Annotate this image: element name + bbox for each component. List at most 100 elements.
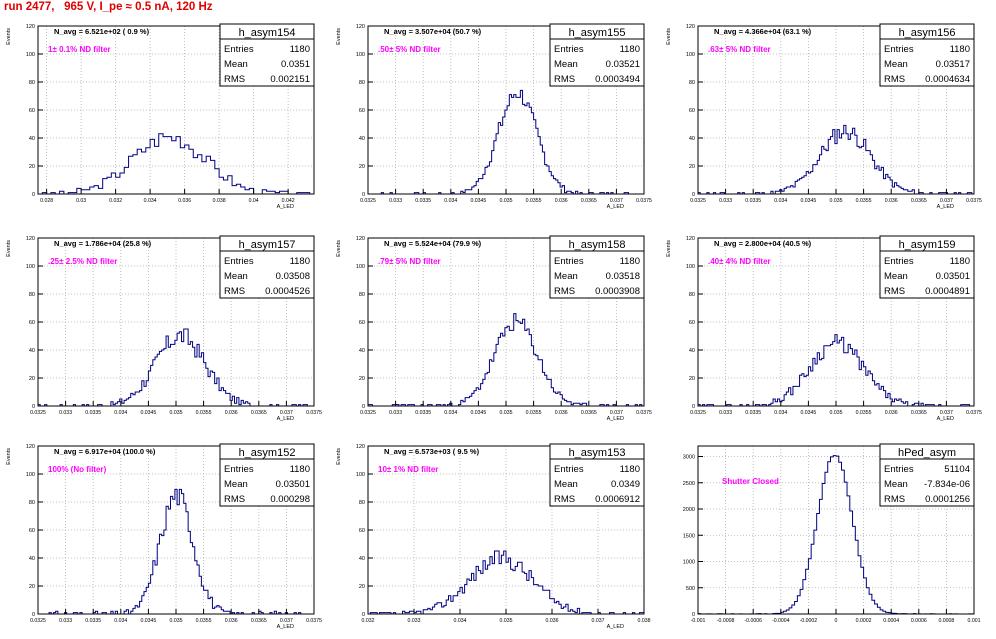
x-tick-label: 0.0325 [360, 198, 376, 204]
navg-annotation: N_avg = 6.521e+02 ( 0.9 %) [54, 27, 150, 36]
x-tick-label: 0.0375 [306, 618, 322, 624]
y-tick-label: 20 [689, 164, 695, 170]
x-tick-label: 0.034 [114, 410, 127, 416]
x-tick-label: 0.033 [719, 198, 732, 204]
x-tick-label: 0.034 [774, 410, 787, 416]
stats-value: 0.03521 [606, 59, 640, 70]
x-tick-label: 0.0345 [800, 198, 816, 204]
x-tick-label: 0.033 [389, 198, 402, 204]
x-tick-label: 0.0355 [856, 410, 872, 416]
filter-annotation: .63± 5% ND filter [708, 45, 771, 54]
y-tick-label: 0 [32, 192, 35, 198]
y-tick-label: 100 [26, 52, 35, 58]
histogram-line [697, 124, 974, 195]
stats-value: 1180 [950, 44, 970, 55]
stats-label: Entries [554, 44, 584, 55]
x-tick-label: 0.032 [362, 618, 375, 624]
x-tick-label: 0.0335 [415, 410, 431, 416]
stats-box [549, 235, 645, 299]
x-tick-label: 0.035 [500, 618, 513, 624]
stats-label: Entries [884, 44, 914, 55]
y-tick-label: 20 [29, 376, 35, 382]
y-tick-label: 40 [689, 136, 695, 142]
stats-value: 1180 [290, 44, 310, 55]
stats-value: 0.03518 [606, 271, 640, 282]
histogram-panel-h_asym153: 0.032 0.033 0.034 0.035 0.036 0.037 0.038 0 20 40… [330, 434, 651, 634]
stats-label: Mean [554, 271, 578, 282]
x-tick-label: 0.038 [213, 198, 226, 204]
stats-label: RMS [554, 494, 575, 505]
x-tick-label: -0.0008 [717, 618, 735, 624]
y-tick-label: 40 [689, 348, 695, 354]
y-tick-label: 80 [689, 80, 695, 86]
x-tick-label: 0.0375 [966, 198, 982, 204]
x-tick-label: 0.037 [280, 410, 293, 416]
histogram-name: h_asym152 [239, 447, 296, 459]
stats-label: Mean [224, 479, 248, 490]
histogram-panel-h_asym158: 0.0325 0.033 0.0335 0.034 0.0345 0.035 0.0355 0… [330, 226, 652, 426]
histogram-line [367, 313, 644, 407]
histogram-panel-h_asym159: 0.0325 0.033 0.0335 0.034 0.0345 0.035 0.0355 0… [660, 226, 982, 426]
x-tick-label: 0.0325 [690, 198, 706, 204]
x-axis-label: A_LED [277, 416, 294, 422]
y-tick-label: 20 [29, 584, 35, 590]
stats-label: RMS [884, 494, 905, 505]
y-tick-label: 3000 [683, 455, 695, 461]
histogram-name: h_asym159 [899, 239, 956, 251]
x-tick-label: 0.035 [500, 198, 513, 204]
y-tick-label: 100 [26, 264, 35, 270]
stats-label: Entries [224, 44, 254, 55]
stats-value: 0.03508 [276, 271, 310, 282]
y-tick-label: 0 [362, 404, 365, 410]
histogram-panel-hPed_asym: -0.001 -0.0008 -0.0006 -0.0004 -0.0002 0 0.000… [660, 434, 981, 634]
x-tick-label: 0.034 [774, 198, 787, 204]
x-tick-label: 0.036 [885, 410, 898, 416]
x-tick-label: 0.0355 [856, 198, 872, 204]
x-tick-label: 0.0335 [415, 198, 431, 204]
x-tick-label: 0.0355 [526, 410, 542, 416]
stats-value: 0.000298 [270, 494, 310, 505]
x-tick-label: 0.033 [59, 410, 72, 416]
x-tick-label: 0.037 [280, 618, 293, 624]
x-tick-label: 0 [835, 618, 838, 624]
histogram-name: h_asym156 [899, 27, 956, 39]
x-tick-label: 0.0325 [30, 618, 46, 624]
y-tick-label: 100 [686, 52, 695, 58]
x-tick-label: 0.0335 [85, 618, 101, 624]
x-tick-label: 0.033 [408, 618, 421, 624]
stats-box [549, 23, 645, 87]
histogram-svg: 0.028 0.03 0.032 0.034 0.036 0.038 0.04 0.042 0 2… [6, 23, 315, 210]
x-tick-label: 0.0002 [856, 618, 872, 624]
x-tick-label: 0.036 [555, 410, 568, 416]
x-tick-label: 0.036 [225, 410, 238, 416]
x-tick-label: 0.034 [444, 410, 457, 416]
histogram-panel-h_asym154: 0.028 0.03 0.032 0.034 0.036 0.038 0.04 0.042 0 2… [0, 14, 318, 214]
stats-value: 0.0004634 [925, 74, 970, 85]
y-axis-label: Events [336, 240, 342, 257]
stats-label: Mean [554, 479, 578, 490]
filter-annotation: .40± 4% ND filter [708, 257, 771, 266]
x-tick-label: 0.036 [555, 198, 568, 204]
x-tick-label: 0.033 [719, 410, 732, 416]
y-tick-label: 120 [26, 236, 35, 242]
stats-box [879, 443, 975, 507]
stats-value: -7.834e-06 [924, 479, 970, 490]
stats-value: 1180 [620, 44, 640, 55]
histogram-svg: -0.001 -0.0008 -0.0006 -0.0004 -0.0002 0 0.000… [683, 443, 981, 624]
navg-annotation: N_avg = 1.786e+04 (25.8 %) [54, 239, 152, 248]
y-tick-label: 0 [692, 192, 695, 198]
y-axis-label: Events [6, 448, 12, 465]
x-tick-label: 0.038 [638, 618, 651, 624]
x-tick-label: 0.0345 [800, 410, 816, 416]
stats-box [219, 235, 315, 299]
y-tick-label: 120 [356, 24, 365, 30]
x-tick-label: 0.0375 [966, 410, 982, 416]
histogram-panel-h_asym152: 0.0325 0.033 0.0335 0.034 0.0345 0.035 0.0355 0… [0, 434, 322, 634]
stats-box [219, 443, 315, 507]
x-axis-label: A_LED [937, 204, 954, 210]
stats-label: Entries [884, 256, 914, 267]
x-tick-label: 0.0365 [911, 198, 927, 204]
y-tick-label: 80 [359, 292, 365, 298]
y-axis-label: Events [336, 28, 342, 45]
y-tick-label: 60 [29, 108, 35, 114]
